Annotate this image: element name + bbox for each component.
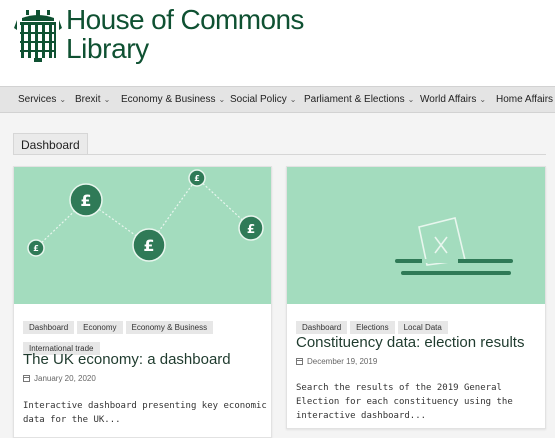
card-image: £ £ £ £ £ <box>14 167 271 304</box>
date-text: January 20, 2020 <box>34 374 96 383</box>
nav-label: Brexit <box>75 94 101 105</box>
chevron-down-icon: ⌄ <box>289 95 297 104</box>
svg-text:£: £ <box>80 191 91 210</box>
svg-text:£: £ <box>247 222 255 236</box>
card-date: December 19, 2019 <box>296 357 377 366</box>
site-logo[interactable]: House of Commons Library <box>66 5 304 63</box>
card-constituency-data[interactable]: Dashboard Elections Local Data Constituenc… <box>286 166 546 429</box>
ballot-box-icon <box>395 217 513 275</box>
tag-list: Dashboard Elections Local Data <box>296 317 536 338</box>
divider <box>13 154 546 155</box>
calendar-icon <box>23 375 30 382</box>
nav-label: Economy & Business <box>121 94 216 105</box>
nav-label: Services <box>18 94 57 105</box>
portcullis-icon[interactable] <box>14 10 62 62</box>
card-description: Interactive dashboard presenting key eco… <box>23 401 267 425</box>
nav-item-brexit[interactable]: Brexit ⌄ <box>75 87 110 112</box>
tag-dashboard[interactable]: Dashboard <box>23 321 75 334</box>
chevron-down-icon: ⌄ <box>407 95 415 104</box>
tag-economy-business[interactable]: Economy & Business <box>125 321 214 334</box>
card-image <box>287 167 545 304</box>
chevron-down-icon: ⌄ <box>218 95 226 104</box>
nav-label: World Affairs <box>420 94 477 105</box>
nav-item-world-affairs[interactable]: World Affairs ⌄ <box>420 87 486 112</box>
card-title[interactable]: The UK economy: a dashboard <box>23 351 231 368</box>
tag-economy[interactable]: Economy <box>77 321 123 334</box>
nav-item-economy-business[interactable]: Economy & Business ⌄ <box>121 87 225 112</box>
tag-international-trade[interactable]: International trade <box>23 342 100 355</box>
nav-item-home-affairs[interactable]: Home Affairs <box>496 87 553 112</box>
nav-label: Home Affairs <box>496 94 554 105</box>
tag-local-data[interactable]: Local Data <box>397 321 448 334</box>
logo-title: House of Commons <box>66 4 304 35</box>
svg-text:£: £ <box>194 174 200 183</box>
nav-label: Parliament & Elections <box>304 94 405 105</box>
card-uk-economy[interactable]: £ £ £ £ £ Dashboard Economy Economy & Busi… <box>13 166 272 438</box>
date-text: December 19, 2019 <box>307 357 378 366</box>
card-date: January 20, 2020 <box>23 374 96 383</box>
chevron-down-icon: ⌄ <box>59 95 67 104</box>
main-nav: Services ⌄ Brexit ⌄ Economy & Business ⌄ So… <box>0 86 555 113</box>
tag-dashboard[interactable]: Dashboard <box>296 321 348 334</box>
chevron-down-icon: ⌄ <box>103 95 111 104</box>
site-header: House of Commons Library <box>0 0 555 86</box>
logo-subtitle: Library <box>66 33 149 64</box>
section-tag[interactable]: Dashboard <box>13 133 88 155</box>
svg-text:£: £ <box>33 244 39 253</box>
tag-list: Dashboard Economy Economy & Business Intern… <box>23 317 263 359</box>
nav-label: Social Policy <box>230 94 287 105</box>
calendar-icon <box>296 358 303 365</box>
chevron-down-icon: ⌄ <box>479 95 487 104</box>
nav-item-services[interactable]: Services ⌄ <box>18 87 66 112</box>
card-title[interactable]: Constituency data: election results <box>296 334 525 351</box>
nav-item-social-policy[interactable]: Social Policy ⌄ <box>230 87 296 112</box>
svg-text:£: £ <box>143 236 154 255</box>
line-chart-pound-icon: £ £ £ £ £ <box>27 169 264 262</box>
nav-item-parliament-elections[interactable]: Parliament & Elections ⌄ <box>304 87 414 112</box>
card-description: Search the results of the 2019 General E… <box>296 383 513 421</box>
tag-elections[interactable]: Elections <box>350 321 395 334</box>
